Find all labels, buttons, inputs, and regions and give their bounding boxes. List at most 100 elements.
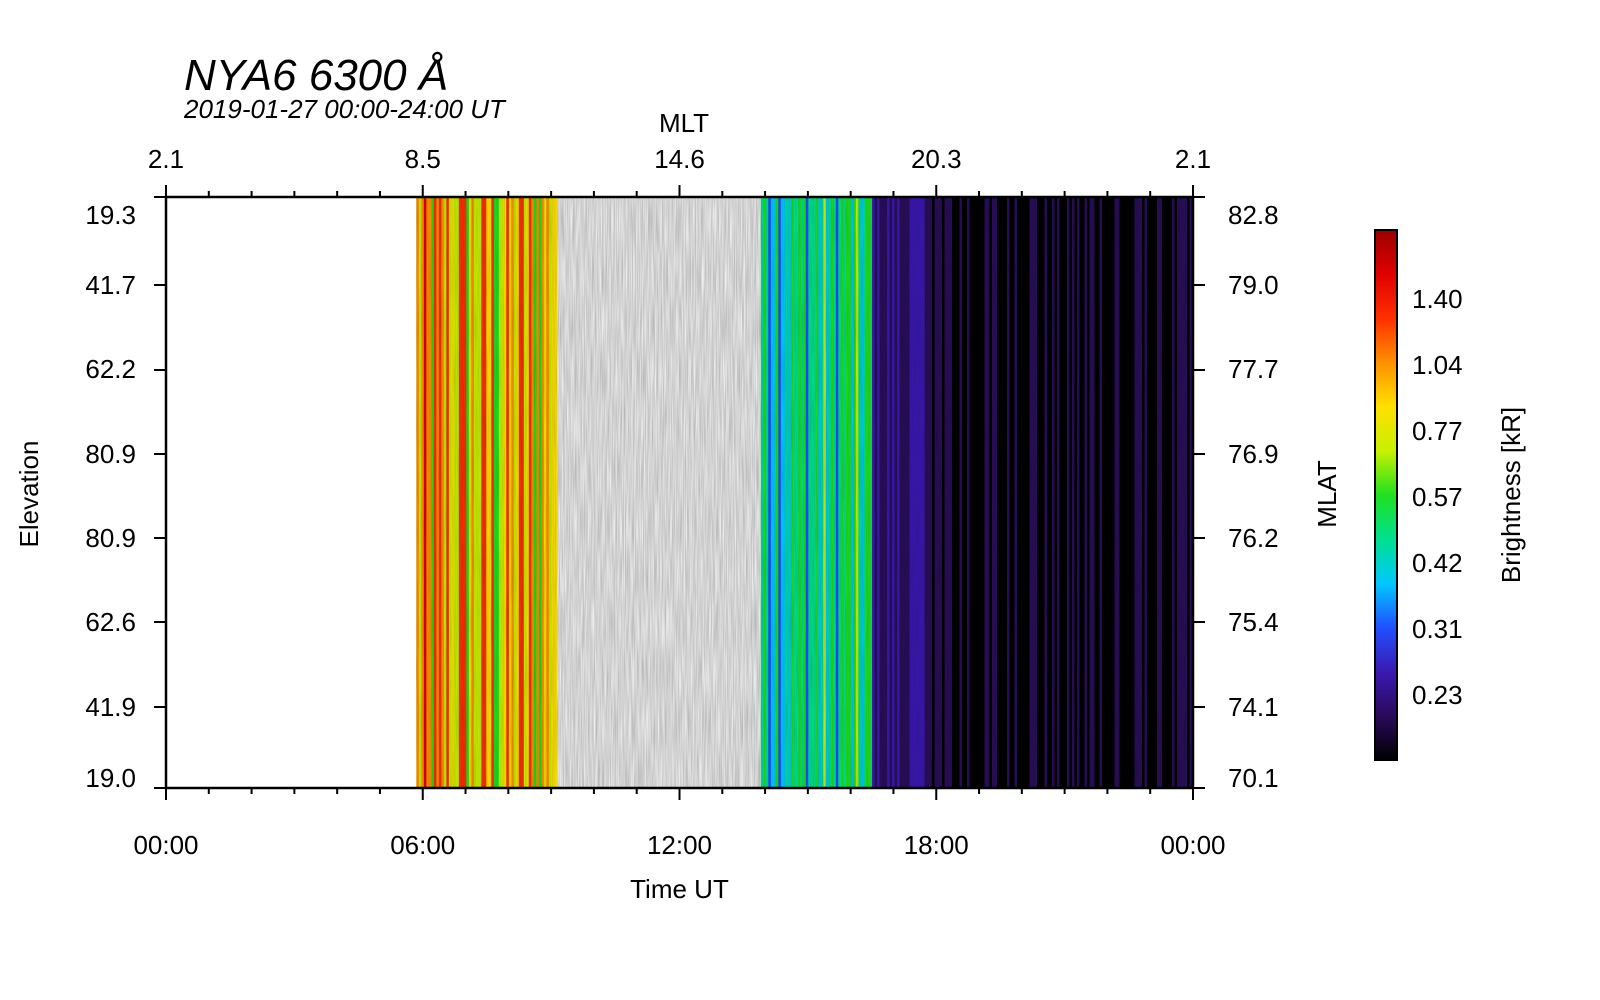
keogram-column [934, 197, 938, 788]
keogram-column [825, 197, 829, 788]
keogram-column [1099, 197, 1103, 788]
keogram-column [959, 197, 963, 788]
keogram-column [533, 197, 537, 788]
keogram-column [1026, 197, 1031, 788]
mlat-tick-label: 76.9 [1228, 439, 1279, 469]
keogram-column [941, 197, 946, 788]
keogram-column [1166, 197, 1171, 788]
mlat-tick-label: 77.7 [1228, 354, 1279, 384]
keogram-column [1004, 197, 1008, 788]
keogram-column [478, 197, 482, 788]
keogram-column [1174, 197, 1178, 788]
keogram-column [426, 197, 430, 788]
keogram-column [877, 197, 881, 788]
keogram-column [845, 197, 849, 788]
elevation-tick-label: 19.3 [85, 200, 136, 230]
keogram-column [863, 197, 867, 788]
keogram-column [423, 197, 427, 788]
colorbar-tick-label: 0.23 [1412, 680, 1463, 710]
keogram-column [491, 197, 495, 788]
keogram-column [551, 197, 555, 788]
colorbar-tick-label: 0.77 [1412, 416, 1463, 446]
keogram-column [1044, 197, 1048, 788]
keogram-column [919, 197, 923, 788]
x-tick-labels: 00:00 06:00 12:00 18:00 00:00 [133, 830, 1225, 860]
keogram-column [416, 197, 420, 788]
keogram-column [466, 197, 470, 788]
keogram-column [1094, 197, 1098, 788]
keogram-column [887, 197, 891, 788]
chart-subtitle: 2019-01-27 00:00-24:00 UT [183, 94, 507, 124]
keogram-column [448, 197, 452, 788]
keogram-column [493, 197, 497, 788]
keogram-column [473, 197, 477, 788]
keogram-column [538, 197, 542, 788]
keogram-column [546, 197, 550, 788]
keogram-column [451, 197, 455, 788]
keogram-column [513, 197, 517, 788]
elevation-tick-label: 62.2 [85, 354, 136, 384]
keogram-column [914, 197, 918, 788]
keogram-column [521, 197, 525, 788]
keogram-column [496, 197, 500, 788]
keogram-column [1096, 197, 1101, 788]
keogram-column [850, 197, 854, 788]
keogram-column [820, 197, 824, 788]
mlat-tick-label: 79.0 [1228, 270, 1279, 300]
keogram-column [830, 197, 834, 788]
keogram-column [884, 197, 888, 788]
keogram-column [790, 197, 794, 788]
colorbar-tick-labels: 1.40 1.04 0.77 0.57 0.42 0.31 0.23 [1412, 284, 1463, 710]
keogram-column [1154, 197, 1158, 788]
keogram-column [1121, 197, 1126, 788]
keogram-column [536, 197, 540, 788]
mlat-tick-label: 70.1 [1228, 763, 1279, 793]
keogram-column [458, 197, 462, 788]
keogram-column [949, 197, 953, 788]
keogram-column [531, 197, 535, 788]
keogram-column [768, 197, 772, 788]
keogram-column [1081, 197, 1086, 788]
keogram-column [438, 197, 442, 788]
keogram-column [1089, 197, 1093, 788]
keogram-column [1189, 197, 1193, 788]
mlt-tick-label: 20.3 [911, 144, 962, 174]
keogram-column [1164, 197, 1168, 788]
x-tick-label: 12:00 [647, 830, 712, 860]
keogram-column [548, 197, 552, 788]
keogram-column [979, 197, 983, 788]
keogram-column [1161, 197, 1166, 788]
elevation-tick-label: 80.9 [85, 439, 136, 469]
keogram-column [840, 197, 844, 788]
mlat-tick-label: 82.8 [1228, 200, 1279, 230]
keogram-column [1116, 197, 1121, 788]
keogram-column [1136, 197, 1141, 788]
keogram-column [1141, 197, 1146, 788]
keogram-column [1009, 197, 1013, 788]
keogram-column [760, 197, 764, 788]
keogram-column [994, 197, 998, 788]
keogram-column [773, 197, 777, 788]
mlat-tick-label: 76.2 [1228, 523, 1279, 553]
keogram-column [1151, 197, 1156, 788]
keogram-column [823, 197, 827, 788]
keogram-column [511, 197, 515, 788]
keogram-column [922, 197, 926, 788]
mlt-tick-label: 2.1 [1175, 144, 1211, 174]
keogram-column [907, 197, 911, 788]
keogram-column [1074, 197, 1078, 788]
keogram-column [1126, 197, 1131, 788]
keogram-column [1114, 197, 1118, 788]
keogram-column [897, 197, 901, 788]
keogram-column [989, 197, 993, 788]
keogram-column [874, 197, 878, 788]
keogram-column [1021, 197, 1026, 788]
keogram-column [1131, 197, 1136, 788]
keogram-column [996, 197, 1001, 788]
keogram-column [418, 197, 422, 788]
keogram-column [815, 197, 819, 788]
keogram-column [931, 197, 936, 788]
keogram-column [526, 197, 530, 788]
keogram-column [1169, 197, 1173, 788]
